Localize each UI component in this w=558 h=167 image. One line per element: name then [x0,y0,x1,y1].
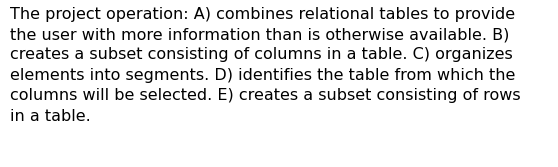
Text: The project operation: A) combines relational tables to provide
the user with mo: The project operation: A) combines relat… [10,7,521,124]
